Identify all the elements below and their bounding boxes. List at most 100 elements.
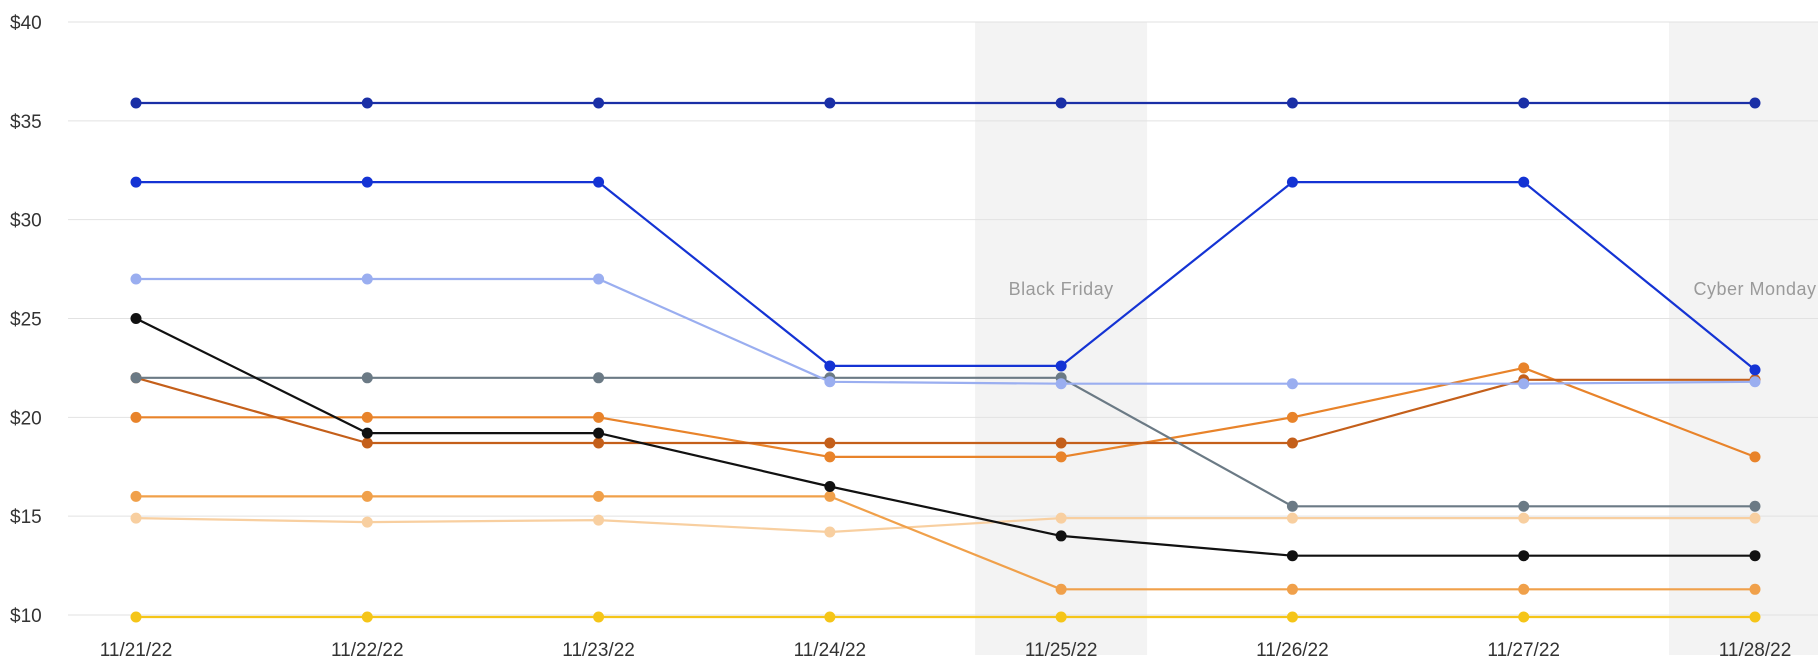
data-point [593, 372, 605, 384]
data-point [1286, 583, 1298, 595]
band-label: Cyber Monday [1693, 279, 1816, 299]
data-point [593, 97, 605, 109]
data-point [1286, 550, 1298, 562]
data-point [361, 490, 373, 502]
x-tick-label: 11/26/22 [1256, 640, 1329, 661]
data-point [593, 411, 605, 423]
data-point [1518, 500, 1530, 512]
data-point [1286, 611, 1298, 623]
data-point [824, 481, 836, 493]
data-point [130, 97, 142, 109]
band-label: Black Friday [1009, 279, 1114, 299]
data-point [130, 176, 142, 188]
x-tick-label: 11/28/22 [1719, 640, 1792, 661]
data-point [130, 411, 142, 423]
data-point [1055, 451, 1067, 463]
y-tick-label: $30 [10, 211, 42, 232]
data-point [1749, 550, 1761, 562]
data-point [593, 437, 605, 449]
data-point [1749, 376, 1761, 388]
y-tick-label: $20 [10, 408, 42, 429]
series-line [134, 376, 1757, 508]
series-line [134, 517, 1757, 534]
data-point [130, 490, 142, 502]
data-point [361, 516, 373, 528]
data-point [361, 273, 373, 285]
data-point [361, 97, 373, 109]
series-line [134, 317, 1757, 557]
data-point [1749, 364, 1761, 376]
series-line [134, 181, 1757, 371]
y-tick-label: $35 [10, 112, 42, 133]
data-point [1286, 512, 1298, 524]
data-point [361, 372, 373, 384]
x-tick-label: 11/27/22 [1487, 640, 1560, 661]
data-point [1055, 97, 1067, 109]
series-line [134, 495, 1757, 591]
data-point [1518, 611, 1530, 623]
data-point [824, 526, 836, 538]
data-point [1749, 500, 1761, 512]
data-point [361, 411, 373, 423]
x-tick-label: 11/25/22 [1025, 640, 1098, 661]
data-point [130, 273, 142, 285]
data-point [824, 376, 836, 388]
data-point [130, 313, 142, 324]
series-line [134, 277, 1757, 385]
y-tick-label: $10 [10, 606, 42, 627]
data-point [593, 427, 605, 439]
y-tick-label: $25 [10, 310, 42, 331]
data-point [130, 611, 142, 623]
data-point [1055, 437, 1067, 449]
data-point [1518, 362, 1530, 374]
x-tick-label: 11/23/22 [562, 640, 635, 661]
data-point [361, 176, 373, 188]
data-point [1518, 97, 1530, 109]
data-point [824, 451, 836, 463]
data-point [824, 490, 836, 502]
x-tick-label: 11/24/22 [794, 640, 867, 661]
data-point [1055, 378, 1067, 390]
data-point [1055, 530, 1067, 542]
highlight-band [1669, 22, 1818, 655]
x-tick-label: 11/21/22 [100, 640, 173, 661]
data-point [1518, 550, 1530, 562]
data-point [361, 437, 373, 449]
data-point [593, 611, 605, 623]
data-point [1749, 97, 1761, 109]
data-point [1286, 97, 1298, 109]
data-point [1055, 360, 1067, 372]
data-point [1055, 512, 1067, 524]
data-point [1749, 512, 1761, 524]
series-line [134, 376, 1757, 445]
data-point [1286, 176, 1298, 188]
data-point [361, 611, 373, 623]
data-point [1518, 176, 1530, 188]
data-point [1749, 583, 1761, 595]
data-point [1749, 451, 1761, 463]
data-point [1749, 611, 1761, 623]
data-point [593, 176, 605, 188]
data-point [824, 437, 836, 449]
data-point [824, 97, 836, 109]
highlight-band [975, 22, 1148, 655]
series-line [134, 366, 1757, 458]
data-point [593, 490, 605, 502]
y-tick-label: $15 [10, 507, 42, 528]
data-point [130, 372, 142, 384]
data-point [1286, 378, 1298, 390]
data-point [1286, 500, 1298, 512]
data-point [593, 273, 605, 285]
data-point [1518, 512, 1530, 524]
data-point [593, 514, 605, 526]
data-point [824, 360, 836, 372]
data-point [1518, 583, 1530, 595]
data-point [1055, 611, 1067, 623]
data-point [824, 611, 836, 623]
data-point [130, 512, 142, 524]
data-point [1518, 378, 1530, 390]
data-point [1286, 411, 1298, 423]
y-tick-label: $40 [10, 13, 42, 34]
